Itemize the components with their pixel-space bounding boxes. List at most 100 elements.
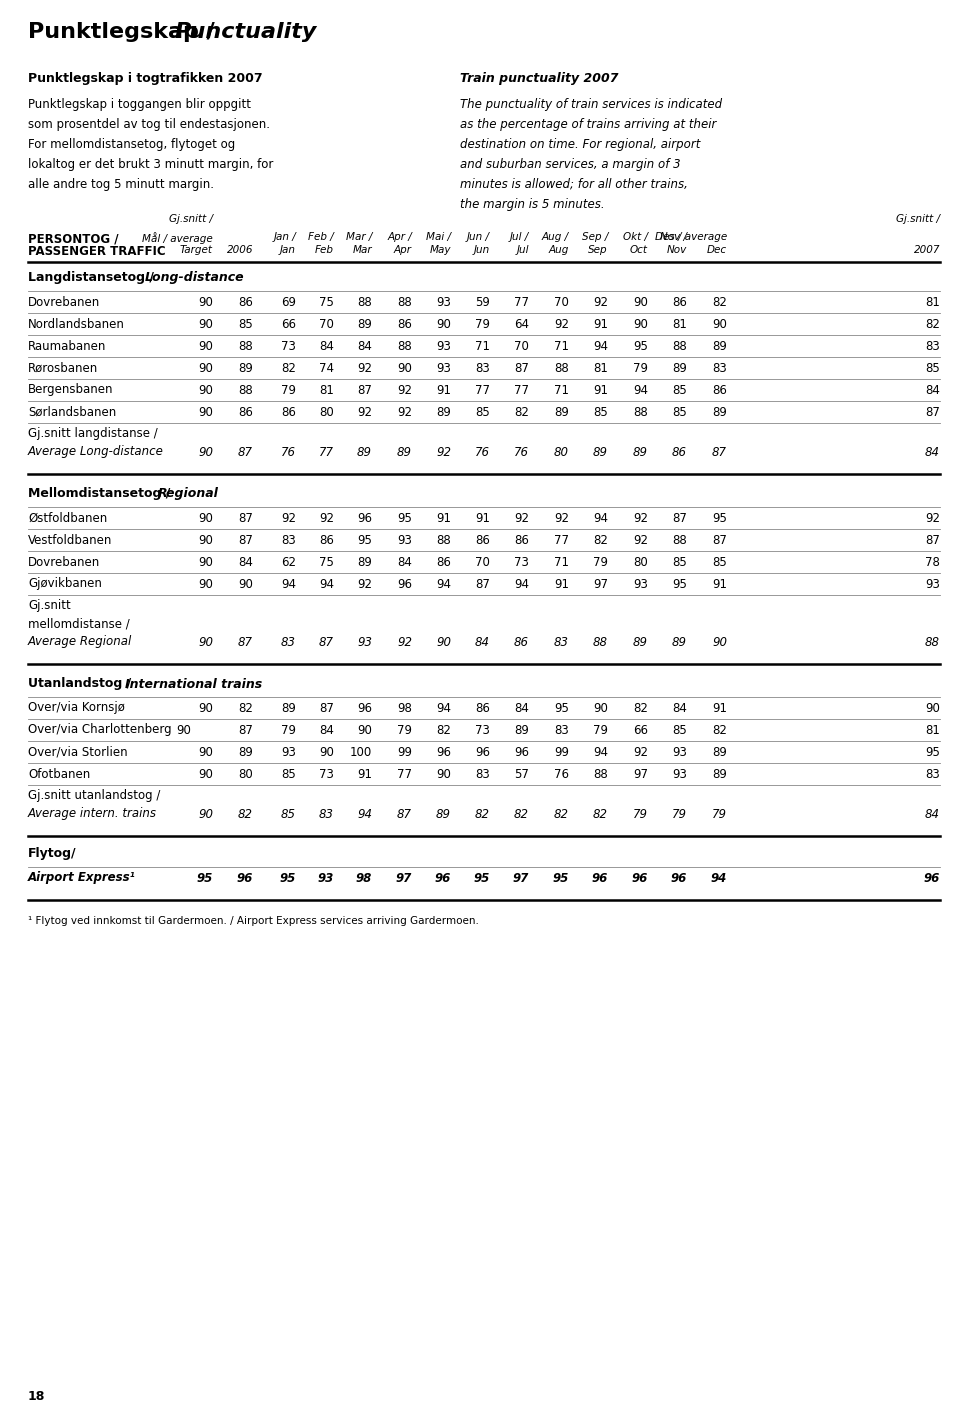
Text: Long-distance: Long-distance — [145, 271, 244, 285]
Text: Mar: Mar — [352, 246, 372, 255]
Text: alle andre tog 5 minutt margin.: alle andre tog 5 minutt margin. — [28, 178, 214, 190]
Text: 91: 91 — [712, 577, 727, 590]
Text: 97: 97 — [396, 872, 412, 885]
Text: 18: 18 — [28, 1390, 45, 1403]
Text: 86: 86 — [672, 446, 687, 459]
Text: 90: 90 — [712, 635, 727, 649]
Text: 89: 89 — [397, 446, 412, 459]
Text: 84: 84 — [672, 701, 687, 714]
Text: Raumabanen: Raumabanen — [28, 340, 107, 353]
Text: 91: 91 — [475, 512, 490, 525]
Text: 96: 96 — [435, 872, 451, 885]
Text: 2007: 2007 — [914, 246, 940, 255]
Text: 96: 96 — [237, 872, 253, 885]
Text: 93: 93 — [672, 745, 687, 759]
Text: 90: 90 — [198, 512, 213, 525]
Text: 79: 79 — [397, 724, 412, 737]
Text: 77: 77 — [514, 295, 529, 309]
Text: 57: 57 — [515, 768, 529, 780]
Text: 88: 88 — [554, 361, 569, 374]
Text: 77: 77 — [514, 384, 529, 396]
Text: 93: 93 — [634, 577, 648, 590]
Text: 79: 79 — [593, 724, 608, 737]
Text: 91: 91 — [593, 384, 608, 396]
Text: Apr /: Apr / — [387, 231, 412, 243]
Text: 85: 85 — [475, 405, 490, 419]
Text: 92: 92 — [281, 512, 296, 525]
Text: 98: 98 — [397, 701, 412, 714]
Text: 92: 92 — [633, 533, 648, 546]
Text: 92: 92 — [319, 512, 334, 525]
Text: 93: 93 — [925, 577, 940, 590]
Text: 94: 94 — [514, 577, 529, 590]
Text: 94: 94 — [593, 512, 608, 525]
Text: 82: 82 — [238, 701, 253, 714]
Text: 87: 87 — [712, 533, 727, 546]
Text: 100: 100 — [349, 745, 372, 759]
Text: 69: 69 — [281, 295, 296, 309]
Text: Gj.snitt /: Gj.snitt / — [896, 214, 940, 224]
Text: 90: 90 — [436, 768, 451, 780]
Text: 71: 71 — [475, 340, 490, 353]
Text: mellomdistanse /: mellomdistanse / — [28, 618, 130, 631]
Text: 82: 82 — [593, 807, 608, 821]
Text: Average Regional: Average Regional — [28, 635, 132, 649]
Text: 86: 86 — [515, 533, 529, 546]
Text: 97: 97 — [633, 768, 648, 780]
Text: 90: 90 — [198, 635, 213, 649]
Text: 79: 79 — [633, 807, 648, 821]
Text: 83: 83 — [554, 724, 569, 737]
Text: Over/via Charlottenberg: Over/via Charlottenberg — [28, 724, 172, 737]
Text: 87: 87 — [925, 533, 940, 546]
Text: 90: 90 — [198, 701, 213, 714]
Text: 89: 89 — [238, 745, 253, 759]
Text: 94: 94 — [319, 577, 334, 590]
Text: 95: 95 — [357, 533, 372, 546]
Text: 92: 92 — [925, 512, 940, 525]
Text: 59: 59 — [475, 295, 490, 309]
Text: 90: 90 — [198, 533, 213, 546]
Text: 89: 89 — [712, 405, 727, 419]
Text: 95: 95 — [554, 701, 569, 714]
Text: 97: 97 — [593, 577, 608, 590]
Text: 85: 85 — [238, 317, 253, 330]
Text: 89: 89 — [436, 807, 451, 821]
Text: 85: 85 — [281, 807, 296, 821]
Text: Feb /: Feb / — [308, 231, 334, 243]
Text: Punktlegskap i togtrafikken 2007: Punktlegskap i togtrafikken 2007 — [28, 72, 263, 85]
Text: 82: 82 — [634, 701, 648, 714]
Text: Over/via Storlien: Over/via Storlien — [28, 745, 128, 759]
Text: 96: 96 — [475, 745, 490, 759]
Text: 82: 82 — [712, 724, 727, 737]
Text: 93: 93 — [397, 533, 412, 546]
Text: 80: 80 — [238, 768, 253, 780]
Text: 90: 90 — [198, 361, 213, 374]
Text: 82: 82 — [514, 807, 529, 821]
Text: Utanlandstog /: Utanlandstog / — [28, 677, 135, 690]
Text: som prosentdel av tog til endestasjonen.: som prosentdel av tog til endestasjonen. — [28, 119, 270, 131]
Text: 85: 85 — [593, 405, 608, 419]
Text: 84: 84 — [925, 384, 940, 396]
Text: 71: 71 — [554, 384, 569, 396]
Text: 81: 81 — [319, 384, 334, 396]
Text: 85: 85 — [925, 361, 940, 374]
Text: 93: 93 — [436, 340, 451, 353]
Text: Jul: Jul — [516, 246, 529, 255]
Text: 96: 96 — [397, 577, 412, 590]
Text: Feb: Feb — [315, 246, 334, 255]
Text: 92: 92 — [554, 317, 569, 330]
Text: Mellomdistansetog /: Mellomdistansetog / — [28, 487, 175, 501]
Text: 87: 87 — [357, 384, 372, 396]
Text: 93: 93 — [672, 768, 687, 780]
Text: 99: 99 — [554, 745, 569, 759]
Text: 90: 90 — [198, 745, 213, 759]
Text: 88: 88 — [238, 340, 253, 353]
Text: Jan: Jan — [280, 246, 296, 255]
Text: 87: 87 — [515, 361, 529, 374]
Text: 89: 89 — [712, 768, 727, 780]
Text: 87: 87 — [712, 446, 727, 459]
Text: Dovrebanen: Dovrebanen — [28, 556, 100, 569]
Text: 88: 88 — [672, 533, 687, 546]
Text: 75: 75 — [319, 556, 334, 569]
Text: 85: 85 — [712, 556, 727, 569]
